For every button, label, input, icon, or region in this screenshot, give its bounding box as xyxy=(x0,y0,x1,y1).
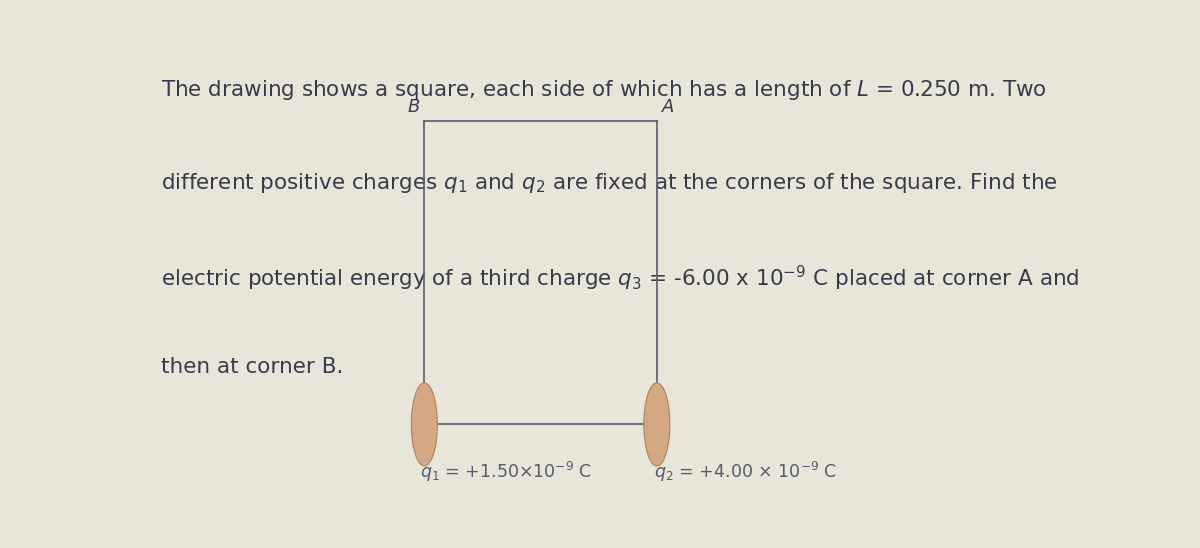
Text: B: B xyxy=(407,99,420,116)
Text: A: A xyxy=(661,99,674,116)
Text: then at corner B.: then at corner B. xyxy=(161,357,343,377)
Text: $q_1$ = +1.50×10$^{-9}$ C: $q_1$ = +1.50×10$^{-9}$ C xyxy=(420,460,592,484)
Text: electric potential energy of a third charge $q_3$ = -6.00 x 10$^{-9}$ C placed a: electric potential energy of a third cha… xyxy=(161,264,1080,293)
Ellipse shape xyxy=(644,383,670,466)
Text: The drawing shows a square, each side of which has a length of $L$ = 0.250 m. Tw: The drawing shows a square, each side of… xyxy=(161,78,1046,102)
Ellipse shape xyxy=(412,383,437,466)
Text: $q_2$ = +4.00 × 10$^{-9}$ C: $q_2$ = +4.00 × 10$^{-9}$ C xyxy=(654,460,838,484)
Text: different positive charges $q_1$ and $q_2$ are fixed at the corners of the squar: different positive charges $q_1$ and $q_… xyxy=(161,171,1058,195)
